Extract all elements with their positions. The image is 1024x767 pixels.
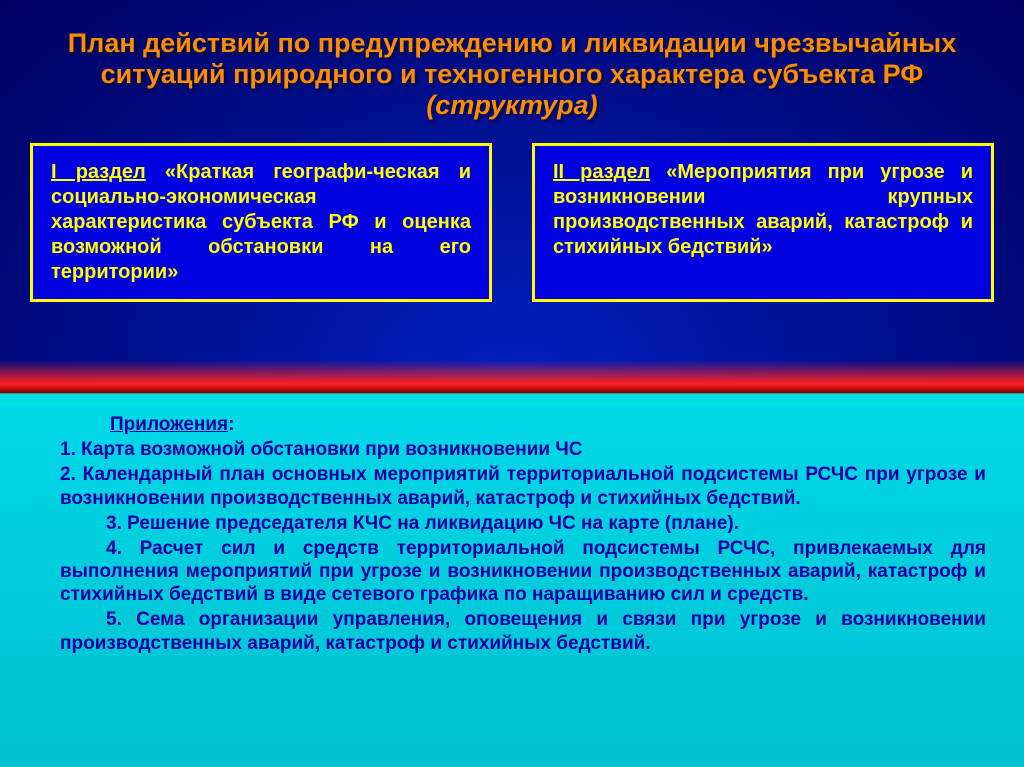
appendix-colon: : xyxy=(228,414,234,435)
section-2-head: II раздел xyxy=(553,161,650,183)
slide-title: План действий по предупреждению и ликвид… xyxy=(0,0,1024,131)
section-1-box: I раздел «Краткая географи-ческая и соци… xyxy=(30,143,492,302)
title-main: План действий по предупреждению и ликвид… xyxy=(68,28,956,89)
appendix-item-3: 3. Решение председателя КЧС на ликвидаци… xyxy=(60,512,986,535)
appendix-item-2: 2. Календарный план основных мероприятий… xyxy=(60,463,986,509)
section-2-box: II раздел «Мероприятия при угрозе и возн… xyxy=(532,143,994,302)
appendix-item-4: 4. Расчет сил и средств территориальной … xyxy=(60,537,986,607)
sections-row: I раздел «Краткая географи-ческая и соци… xyxy=(0,131,1024,302)
appendix-head: Приложения xyxy=(110,414,228,435)
title-sub: (структура) xyxy=(426,90,597,120)
appendix-panel: Приложения: 1. Карта возможной обстановк… xyxy=(0,405,1024,767)
appendix-item-1: 1. Карта возможной обстановки при возник… xyxy=(60,438,986,461)
appendix-item-5: 5. Сема организации управления, оповещен… xyxy=(60,608,986,654)
section-1-head: I раздел xyxy=(51,161,146,183)
